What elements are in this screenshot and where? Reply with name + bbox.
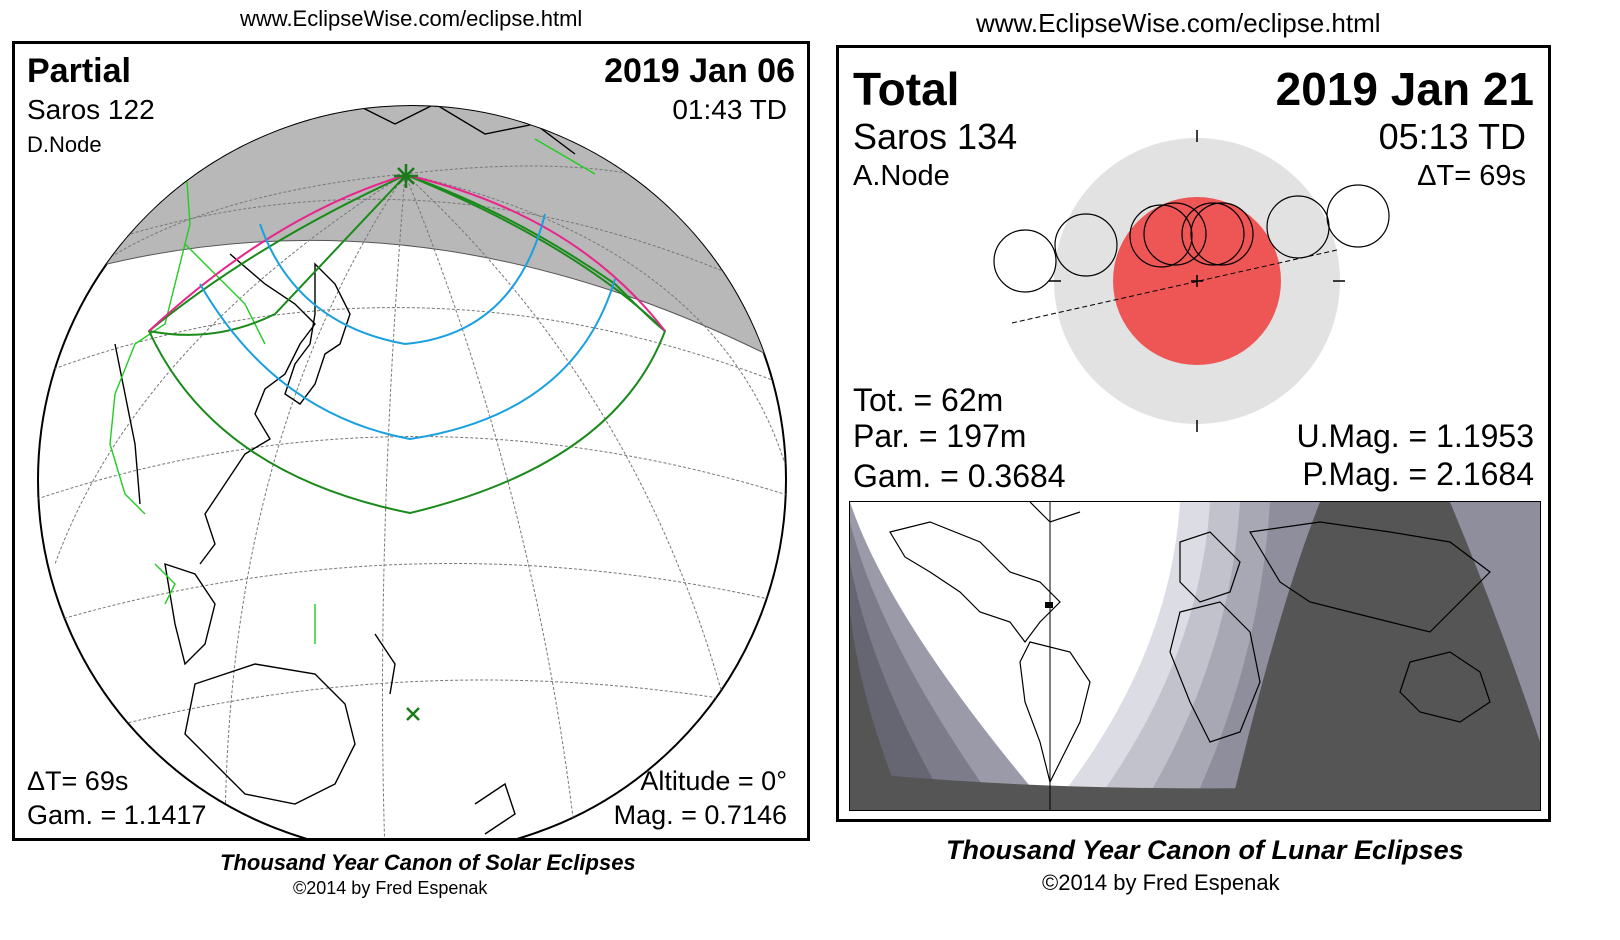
lunar-saros: Saros 134 — [853, 116, 1018, 157]
moon-position-u4 — [1190, 202, 1254, 266]
lunar-umbral-mag: U.Mag. = 1.1953 — [1296, 418, 1534, 454]
eclipse-limit-inner — [148, 173, 666, 336]
moon-position-p1 — [993, 229, 1057, 293]
subsolar-point-marker — [406, 707, 420, 721]
lunar-url[interactable]: www.EclipseWise.com/eclipse.html — [976, 8, 1381, 38]
solar-saros: Saros 122 — [27, 94, 155, 125]
eclipse-visible-region — [1230, 502, 1540, 810]
lunar-visibility-map — [849, 501, 1541, 811]
lunar-delta-t: ΔT= 69s — [1417, 160, 1526, 192]
solar-eclipse-type: Partial — [27, 52, 131, 90]
eclipse-mag-curve-1 — [259, 213, 546, 346]
moon-position-u2 — [1143, 202, 1207, 266]
lunar-shadow-diagram — [993, 130, 1390, 432]
lunar-gamma: Gam. = 0.3684 — [853, 458, 1066, 494]
solar-altitude: Altitude = 0° — [640, 766, 787, 796]
lunar-time: 05:13 TD — [1378, 116, 1526, 157]
solar-footer-credit: ©2014 by Fred Espenak — [293, 878, 488, 898]
solar-magnitude: Mag. = 0.7146 — [613, 800, 787, 830]
solar-delta-t: ΔT= 69s — [27, 766, 129, 796]
solar-footer-title: Thousand Year Canon of Solar Eclipses — [220, 850, 636, 875]
solar-globe-map — [37, 105, 787, 838]
greatest-eclipse-marker — [394, 164, 418, 188]
lunar-footer-credit: ©2014 by Fred Espenak — [1042, 870, 1280, 895]
lunar-eclipse-date: 2019 Jan 21 — [1275, 63, 1534, 115]
lunar-penumbral-mag: P.Mag. = 2.1684 — [1302, 456, 1534, 492]
eclipse-limit-outer — [147, 173, 667, 515]
solar-url[interactable]: www.EclipseWise.com/eclipse.html — [240, 6, 583, 31]
lunar-eclipse-panel: Total 2019 Jan 21 Saros 134 05:13 TD A.N… — [836, 45, 1551, 822]
solar-time: 01:43 TD — [672, 94, 787, 125]
lunar-totality: Tot. = 62m — [853, 382, 1004, 418]
moon-position-p2 — [1054, 213, 1118, 277]
solar-eclipse-panel: Partial 2019 Jan 06 Saros 122 01:43 TD D… — [12, 41, 810, 841]
moon-position-u3 — [1181, 202, 1245, 266]
lunar-node: A.Node — [853, 160, 950, 192]
solar-node: D.Node — [27, 132, 102, 157]
moon-position-u1 — [1129, 204, 1193, 268]
lunar-partial: Par. = 197m — [853, 418, 1027, 454]
eclipse-mag-curve-2 — [199, 278, 616, 441]
solar-gamma: Gam. = 1.1417 — [27, 800, 207, 830]
moon-position-p4 — [1326, 184, 1390, 248]
solar-eclipse-date: 2019 Jan 06 — [604, 52, 795, 90]
lunar-eclipse-type: Total — [853, 63, 960, 115]
lunar-footer-title: Thousand Year Canon of Lunar Eclipses — [946, 835, 1464, 865]
